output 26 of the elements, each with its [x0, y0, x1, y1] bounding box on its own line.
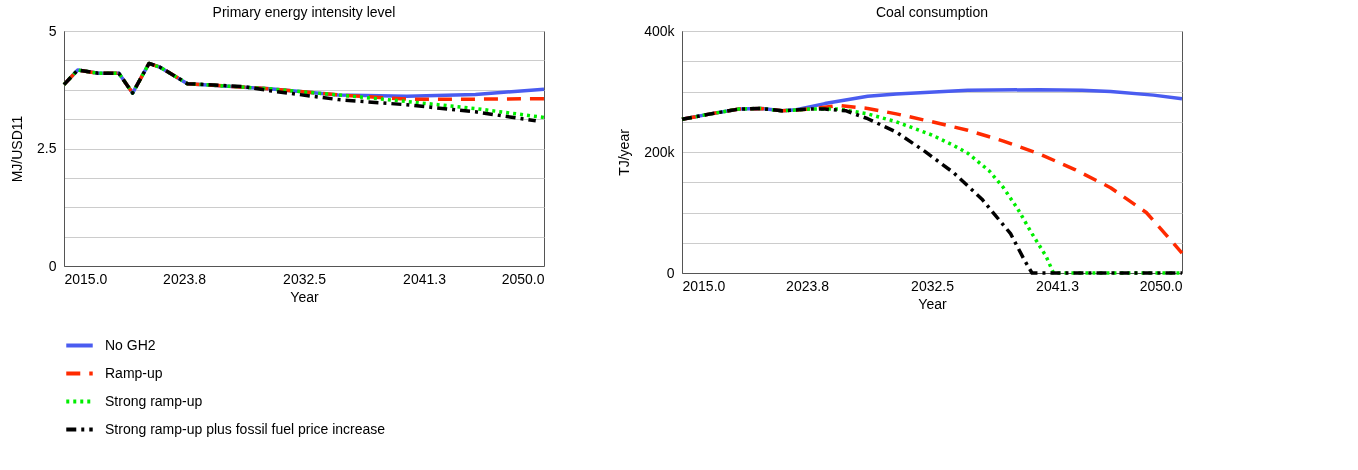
chart-title: Primary energy intensity level [212, 4, 396, 20]
x-tick-label: 2041.3 [403, 270, 447, 287]
y-tick-label: 200k [644, 143, 676, 160]
y-axis-title: MJ/USD11 [9, 115, 26, 183]
x-axis-title: Year [918, 295, 947, 312]
x-tick-label: 2032.5 [283, 270, 327, 287]
y-tick-label: 2.5 [37, 140, 57, 156]
chart-title: Coal consumption [875, 4, 989, 20]
y-tick-label: 400k [644, 22, 676, 39]
y-tick-label: 0 [48, 257, 57, 274]
x-tick-label: 2032.5 [911, 277, 955, 294]
x-tick-label: 2023.8 [786, 277, 830, 294]
legend-label: Strong ramp-up [105, 392, 203, 409]
y-axis-title: TJ/year [616, 128, 633, 176]
x-tick-label: 2015.0 [682, 277, 726, 294]
x-tick-label: 2015.0 [64, 270, 108, 287]
legend-label: Strong ramp-up plus fossil fuel price increase [105, 420, 386, 437]
x-tick-label: 2050.0 [1139, 277, 1183, 294]
y-tick-label: 5 [48, 22, 57, 39]
x-tick-label: 2050.0 [501, 270, 545, 287]
x-tick-label: 2023.8 [163, 270, 207, 287]
legend-label: Ramp-up [105, 364, 163, 381]
legend-label: No GH2 [105, 336, 156, 353]
x-axis-title: Year [290, 288, 319, 305]
y-tick-label: 0 [666, 264, 675, 281]
x-tick-label: 2041.3 [1036, 277, 1080, 294]
